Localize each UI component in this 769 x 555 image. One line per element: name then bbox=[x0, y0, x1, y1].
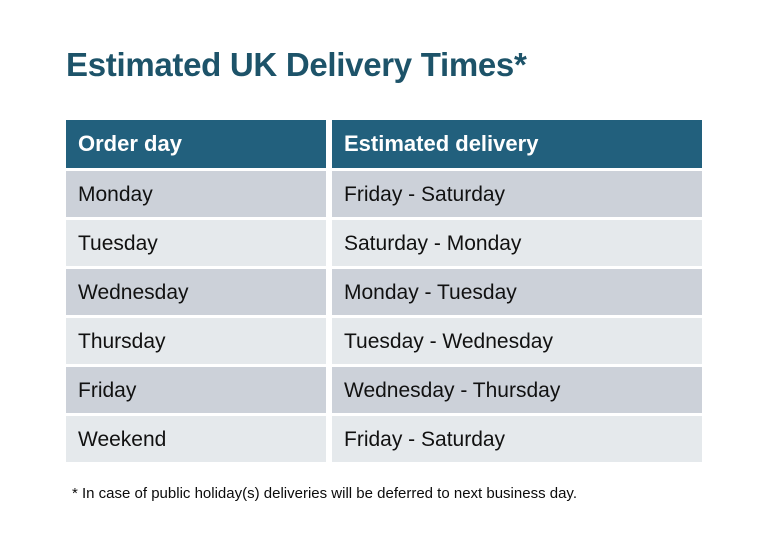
page-title: Estimated UK Delivery Times* bbox=[66, 46, 527, 83]
table-row: Wednesday Monday - Tuesday bbox=[66, 269, 702, 315]
cell-order-day: Monday bbox=[66, 171, 326, 217]
table-row: Weekend Friday - Saturday bbox=[66, 416, 702, 462]
cell-order-day: Friday bbox=[66, 367, 326, 413]
table-row: Tuesday Saturday - Monday bbox=[66, 220, 702, 266]
cell-order-day: Wednesday bbox=[66, 269, 326, 315]
cell-estimated-delivery: Saturday - Monday bbox=[332, 220, 702, 266]
cell-estimated-delivery: Monday - Tuesday bbox=[332, 269, 702, 315]
cell-order-day: Tuesday bbox=[66, 220, 326, 266]
cell-estimated-delivery: Tuesday - Wednesday bbox=[332, 318, 702, 364]
table-row: Thursday Tuesday - Wednesday bbox=[66, 318, 702, 364]
cell-estimated-delivery: Friday - Saturday bbox=[332, 416, 702, 462]
table-row: Monday Friday - Saturday bbox=[66, 171, 702, 217]
table-header-row: Order day Estimated delivery bbox=[66, 120, 702, 168]
cell-estimated-delivery: Wednesday - Thursday bbox=[332, 367, 702, 413]
cell-estimated-delivery: Friday - Saturday bbox=[332, 171, 702, 217]
table-row: Friday Wednesday - Thursday bbox=[66, 367, 702, 413]
column-header-estimated-delivery: Estimated delivery bbox=[332, 120, 702, 168]
cell-order-day: Thursday bbox=[66, 318, 326, 364]
footnote: * In case of public holiday(s) deliverie… bbox=[72, 485, 577, 502]
delivery-times-table: Order day Estimated delivery Monday Frid… bbox=[66, 120, 702, 465]
column-header-order-day: Order day bbox=[66, 120, 326, 168]
cell-order-day: Weekend bbox=[66, 416, 326, 462]
